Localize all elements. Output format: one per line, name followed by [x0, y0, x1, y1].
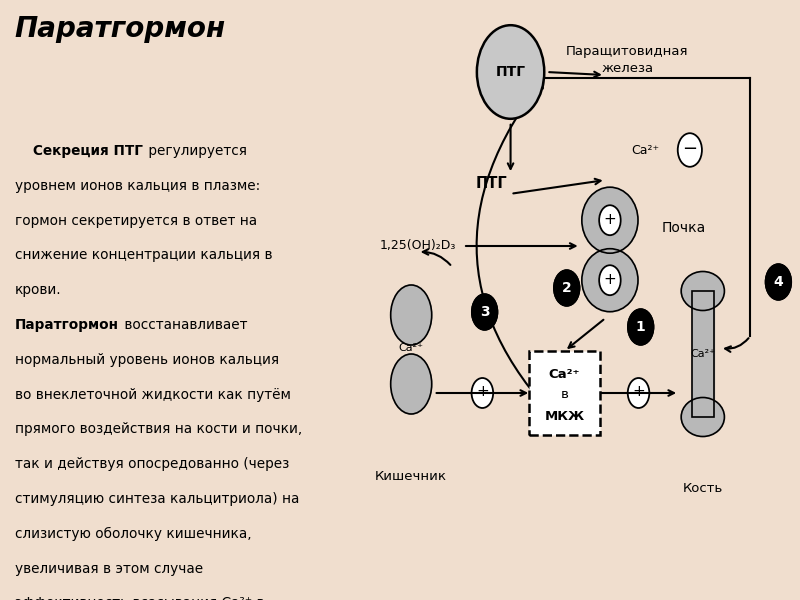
Text: уровнем ионов кальция в плазме:: уровнем ионов кальция в плазме: — [14, 179, 260, 193]
Text: во внеклеточной жидкости как путём: во внеклеточной жидкости как путём — [14, 388, 290, 401]
Circle shape — [599, 205, 621, 235]
Ellipse shape — [582, 249, 638, 312]
Text: Паратгормон: Паратгормон — [14, 318, 118, 332]
Ellipse shape — [681, 397, 725, 436]
Text: эффективность всасывания Ca²⁺ в: эффективность всасывания Ca²⁺ в — [14, 596, 264, 600]
Text: 1: 1 — [636, 320, 646, 334]
Text: +: + — [632, 385, 645, 400]
Text: −: − — [682, 140, 698, 158]
Text: увеличивая в этом случае: увеличивая в этом случае — [14, 562, 203, 575]
Ellipse shape — [681, 271, 725, 311]
Text: Кость: Кость — [682, 482, 723, 496]
Text: Кишечник: Кишечник — [375, 470, 447, 484]
Text: слизистую оболочку кишечника,: слизистую оболочку кишечника, — [14, 527, 251, 541]
Text: регулируется: регулируется — [143, 144, 246, 158]
Ellipse shape — [582, 187, 638, 253]
Circle shape — [477, 25, 544, 119]
Text: снижение концентрации кальция в: снижение концентрации кальция в — [14, 248, 272, 262]
Text: стимуляцию синтеза кальцитриола) на: стимуляцию синтеза кальцитриола) на — [14, 492, 299, 506]
Text: ПТГ: ПТГ — [495, 65, 526, 79]
Bar — [692, 291, 714, 417]
Text: восстанавливает: восстанавливает — [119, 318, 247, 332]
Circle shape — [599, 265, 621, 295]
FancyArrowPatch shape — [477, 79, 567, 430]
Text: 1,25(OH)₂D₃: 1,25(OH)₂D₃ — [379, 239, 456, 253]
Text: в: в — [561, 388, 569, 401]
Text: Паратгормон: Паратгормон — [14, 15, 226, 43]
Text: МКЖ: МКЖ — [545, 410, 585, 424]
Text: ПТГ: ПТГ — [476, 176, 508, 191]
Circle shape — [628, 378, 650, 408]
Circle shape — [628, 309, 654, 345]
Text: крови.: крови. — [14, 283, 62, 297]
Text: гормон секретируется в ответ на: гормон секретируется в ответ на — [14, 214, 257, 227]
Ellipse shape — [390, 285, 432, 345]
Text: Ca²⁺: Ca²⁺ — [549, 368, 580, 382]
Bar — [692, 291, 714, 417]
Circle shape — [471, 378, 493, 408]
Text: Ca²⁺: Ca²⁺ — [631, 143, 660, 157]
Text: Почка: Почка — [662, 221, 706, 235]
Text: 3: 3 — [480, 305, 490, 319]
Circle shape — [472, 294, 498, 330]
Text: +: + — [476, 385, 489, 400]
Text: Секреция ПТГ: Секреция ПТГ — [33, 144, 143, 158]
Text: так и действуя опосредованно (через: так и действуя опосредованно (через — [14, 457, 289, 471]
Text: +: + — [603, 211, 616, 226]
Text: 4: 4 — [774, 275, 783, 289]
Text: +: + — [603, 271, 616, 287]
Text: прямого воздействия на кости и почки,: прямого воздействия на кости и почки, — [14, 422, 302, 436]
Text: Паращитовидная
железа: Паращитовидная железа — [566, 44, 689, 76]
Text: Ca²⁺: Ca²⁺ — [690, 349, 715, 359]
FancyBboxPatch shape — [529, 351, 600, 435]
Text: 2: 2 — [562, 281, 571, 295]
Text: Ca²⁺: Ca²⁺ — [398, 343, 424, 353]
Ellipse shape — [390, 354, 432, 414]
Circle shape — [766, 264, 791, 300]
Circle shape — [554, 270, 580, 306]
Text: нормальный уровень ионов кальция: нормальный уровень ионов кальция — [14, 353, 279, 367]
Circle shape — [678, 133, 702, 167]
